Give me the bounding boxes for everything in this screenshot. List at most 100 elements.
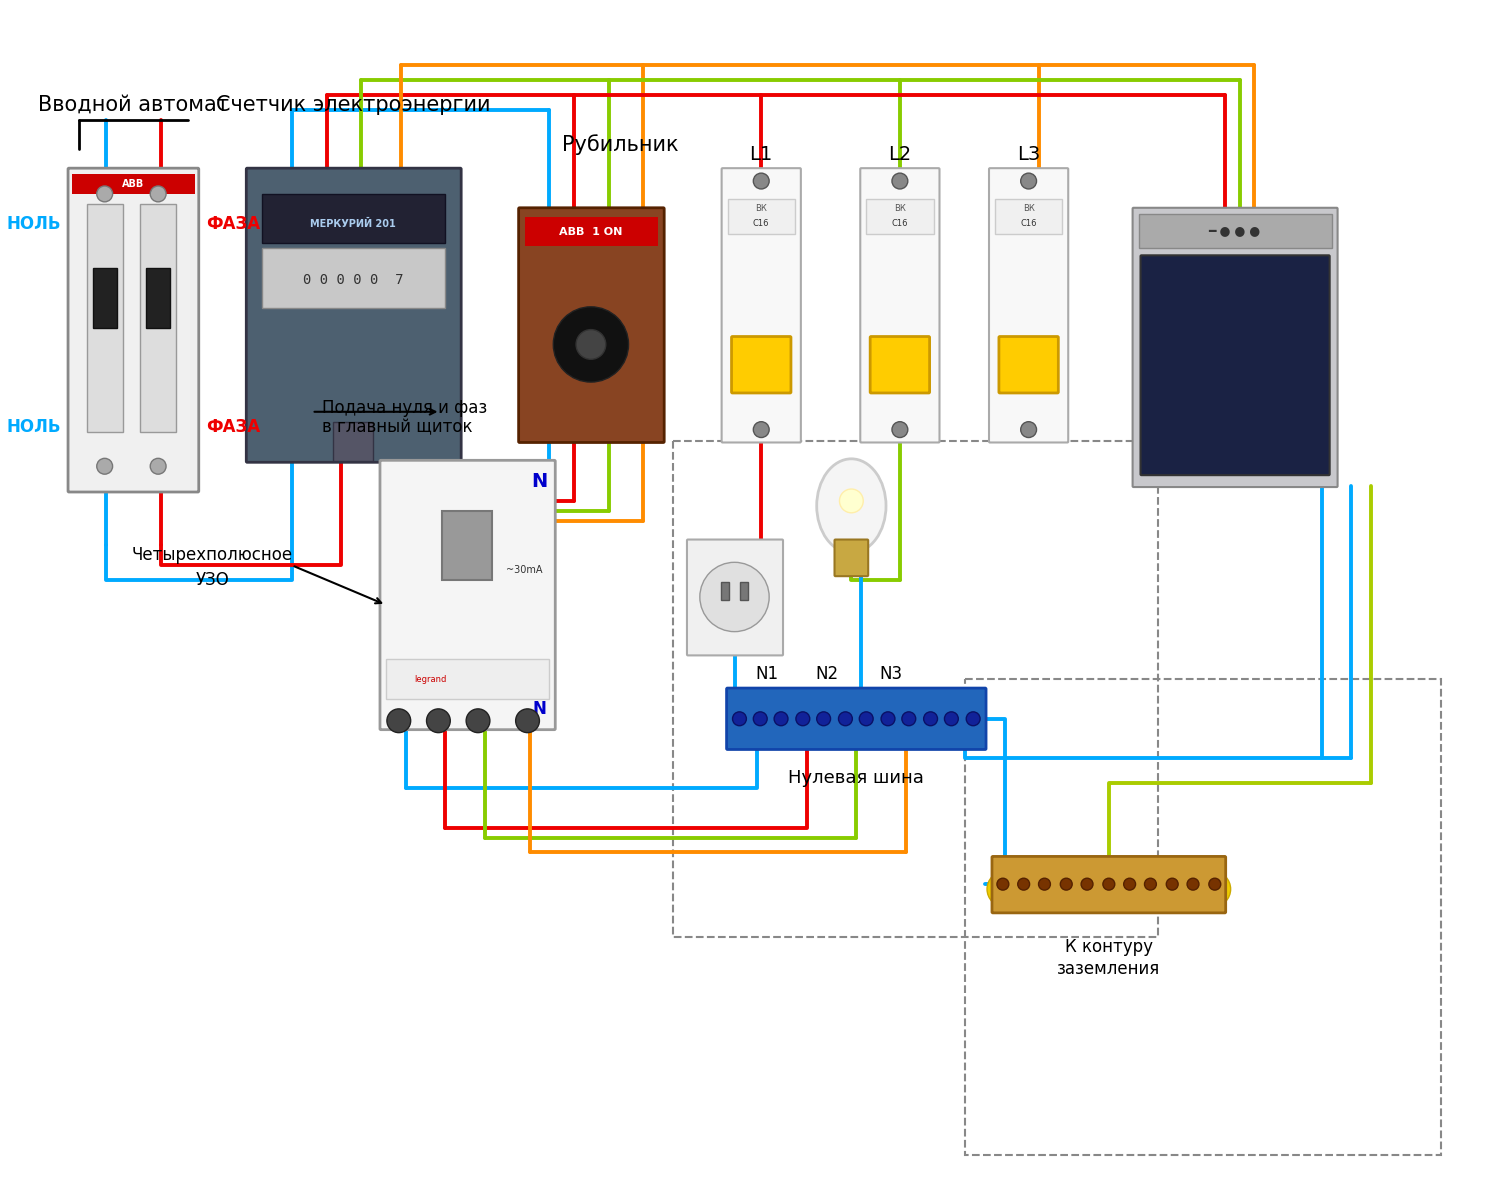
- Circle shape: [554, 307, 628, 383]
- Circle shape: [1020, 173, 1036, 189]
- Bar: [964, 680, 1440, 1155]
- Circle shape: [516, 709, 540, 733]
- Circle shape: [150, 187, 166, 202]
- Bar: [994, 198, 1062, 234]
- Bar: [333, 422, 374, 461]
- Text: L1: L1: [750, 145, 772, 164]
- Circle shape: [1082, 878, 1094, 890]
- Text: Четырехполюсное: Четырехполюсное: [132, 546, 292, 564]
- Circle shape: [966, 712, 980, 726]
- Text: УЗО: УЗО: [195, 571, 230, 589]
- Text: ABB  1 ON: ABB 1 ON: [560, 227, 622, 236]
- FancyBboxPatch shape: [861, 169, 939, 442]
- Ellipse shape: [816, 459, 886, 552]
- Circle shape: [98, 187, 112, 202]
- Bar: [72, 175, 195, 194]
- Text: ВК: ВК: [756, 204, 766, 214]
- Circle shape: [924, 712, 938, 726]
- Circle shape: [1017, 878, 1029, 890]
- Text: legrand: legrand: [414, 675, 447, 683]
- FancyBboxPatch shape: [726, 688, 986, 750]
- Text: ~30mA: ~30mA: [507, 565, 543, 575]
- Circle shape: [426, 709, 450, 733]
- Text: L3: L3: [1017, 145, 1040, 164]
- FancyBboxPatch shape: [988, 169, 1068, 442]
- FancyBboxPatch shape: [834, 539, 868, 576]
- Text: Рубильник: Рубильник: [562, 134, 680, 154]
- Circle shape: [816, 712, 831, 726]
- Text: C16: C16: [753, 219, 770, 228]
- Circle shape: [859, 712, 873, 726]
- Circle shape: [840, 489, 862, 513]
- Text: C16: C16: [891, 219, 908, 228]
- Circle shape: [466, 709, 490, 733]
- Text: К контуру: К контуру: [1065, 937, 1154, 955]
- Text: N3: N3: [879, 665, 903, 683]
- Bar: [525, 216, 658, 246]
- Circle shape: [945, 712, 958, 726]
- FancyBboxPatch shape: [380, 460, 555, 729]
- Circle shape: [998, 878, 1010, 890]
- Text: Подача нуля и фаз: Подача нуля и фаз: [321, 399, 488, 417]
- Text: НОЛЬ: НОЛЬ: [6, 215, 62, 233]
- Text: Счетчик электроэнергии: Счетчик электроэнергии: [216, 95, 490, 115]
- Circle shape: [1124, 878, 1136, 890]
- Circle shape: [1038, 878, 1050, 890]
- Bar: [865, 198, 933, 234]
- Text: ━ ● ● ●: ━ ● ● ●: [1209, 225, 1260, 238]
- Bar: [262, 194, 446, 244]
- Circle shape: [753, 712, 766, 726]
- FancyBboxPatch shape: [1140, 255, 1329, 475]
- Circle shape: [732, 712, 747, 726]
- Text: в главный щиток: в главный щиток: [321, 418, 472, 436]
- Circle shape: [753, 422, 770, 437]
- Bar: [720, 582, 729, 600]
- Text: L2: L2: [888, 145, 912, 164]
- Text: ФАЗА: ФАЗА: [206, 418, 260, 436]
- Text: Нулевая шина: Нулевая шина: [789, 769, 924, 788]
- Text: N: N: [531, 472, 548, 491]
- Text: N2: N2: [815, 665, 839, 683]
- Circle shape: [902, 712, 915, 726]
- Bar: [1138, 214, 1332, 248]
- Circle shape: [576, 329, 606, 359]
- Text: заземления: заземления: [1058, 960, 1161, 979]
- FancyBboxPatch shape: [1132, 208, 1338, 487]
- Circle shape: [1060, 878, 1072, 890]
- Circle shape: [1196, 871, 1230, 906]
- Text: N: N: [532, 700, 546, 718]
- Circle shape: [1144, 878, 1156, 890]
- Text: C16: C16: [1020, 219, 1036, 228]
- Circle shape: [753, 173, 770, 189]
- Bar: [674, 442, 1158, 936]
- Circle shape: [880, 712, 896, 726]
- Circle shape: [892, 173, 908, 189]
- Bar: [87, 204, 123, 431]
- Text: ВК: ВК: [1023, 204, 1035, 214]
- FancyBboxPatch shape: [519, 208, 664, 442]
- Circle shape: [150, 459, 166, 474]
- Circle shape: [774, 712, 788, 726]
- Text: НОЛЬ: НОЛЬ: [6, 418, 62, 436]
- Circle shape: [987, 871, 1023, 906]
- Text: ABB: ABB: [123, 179, 144, 189]
- Circle shape: [98, 459, 112, 474]
- Bar: [141, 204, 176, 431]
- Bar: [442, 511, 492, 580]
- Bar: [741, 582, 748, 600]
- Text: N1: N1: [756, 665, 778, 683]
- Text: 0 0 0 0 0  7: 0 0 0 0 0 7: [303, 273, 404, 287]
- FancyBboxPatch shape: [246, 169, 460, 462]
- Bar: [386, 659, 549, 699]
- Text: МЕРКУРИЙ 201: МЕРКУРИЙ 201: [310, 219, 396, 228]
- Circle shape: [796, 712, 810, 726]
- FancyBboxPatch shape: [732, 336, 790, 393]
- Circle shape: [892, 422, 908, 437]
- Circle shape: [1020, 422, 1036, 437]
- Text: ФАЗА: ФАЗА: [206, 215, 260, 233]
- Circle shape: [1209, 878, 1221, 890]
- FancyBboxPatch shape: [999, 336, 1059, 393]
- FancyBboxPatch shape: [68, 169, 200, 492]
- Circle shape: [1102, 878, 1114, 890]
- FancyBboxPatch shape: [870, 336, 930, 393]
